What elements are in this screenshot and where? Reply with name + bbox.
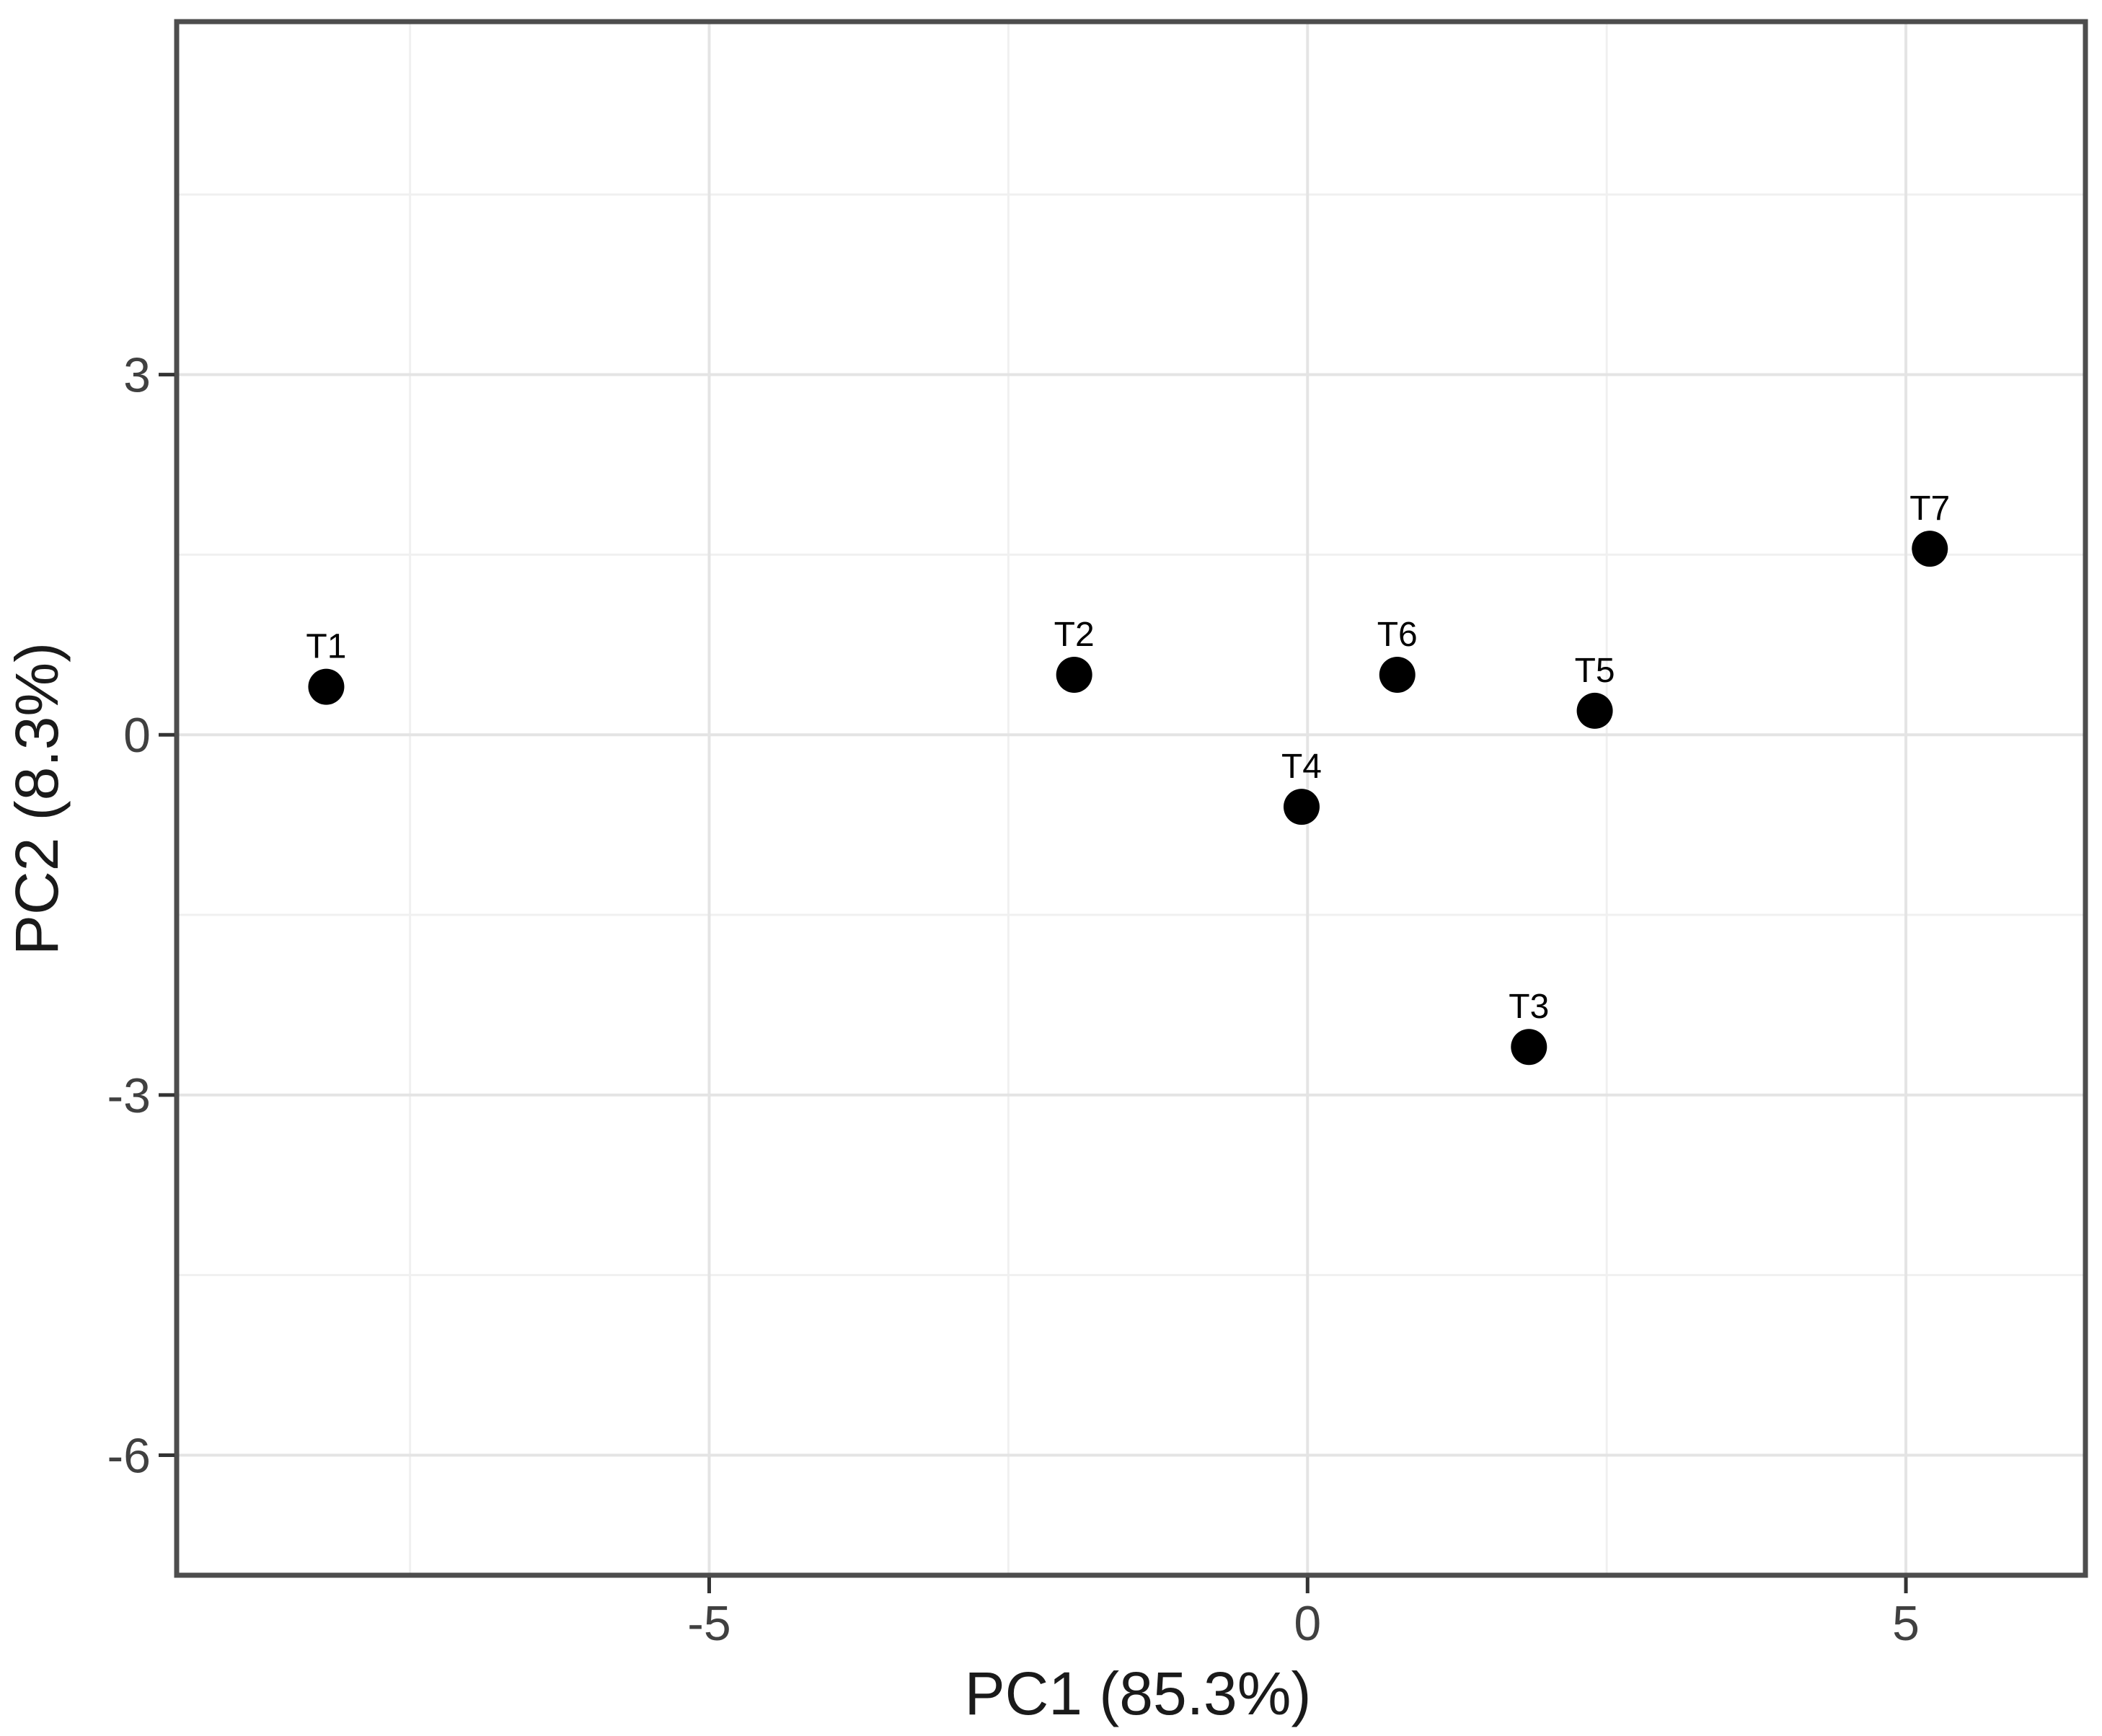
data-point-labels: T1 T2 T3 T4 T5 T6 T7 — [306, 490, 1950, 1026]
data-point — [1379, 656, 1416, 693]
data-point — [1912, 531, 1948, 567]
y-tick-label: -6 — [107, 1428, 151, 1483]
data-point — [1576, 692, 1613, 729]
data-point — [1283, 789, 1320, 825]
axis-tick-marks — [159, 373, 1908, 1593]
panel-background — [177, 22, 2085, 1575]
point-label: T1 — [306, 628, 346, 666]
axis-tick-labels: -5 0 5 3 0 -3 -6 — [107, 348, 1920, 1651]
minor-gridlines — [177, 22, 2085, 1575]
point-label: T4 — [1281, 748, 1322, 786]
y-tick-label: -3 — [107, 1068, 151, 1123]
x-axis-title: PC1 (85.3%) — [965, 1660, 1312, 1727]
point-label: T3 — [1509, 988, 1549, 1026]
panel-border — [174, 19, 2088, 1578]
x-tick-label: 0 — [1294, 1596, 1321, 1651]
point-label: T5 — [1575, 652, 1615, 690]
x-tick-label: 5 — [1892, 1596, 1920, 1651]
data-point — [1056, 656, 1092, 693]
point-label: T2 — [1054, 616, 1095, 654]
point-label: T7 — [1909, 490, 1950, 528]
data-point — [308, 668, 345, 705]
data-points — [308, 531, 1948, 1066]
data-point — [1511, 1029, 1547, 1066]
point-label: T6 — [1377, 616, 1418, 654]
y-tick-label: 3 — [123, 348, 151, 403]
plot-panel — [177, 22, 2085, 1575]
x-tick-label: -5 — [687, 1596, 730, 1651]
panel-border-rect — [174, 19, 2088, 1578]
y-tick-label: 0 — [123, 708, 151, 763]
y-axis-title: PC2 (8.3%) — [3, 642, 71, 955]
